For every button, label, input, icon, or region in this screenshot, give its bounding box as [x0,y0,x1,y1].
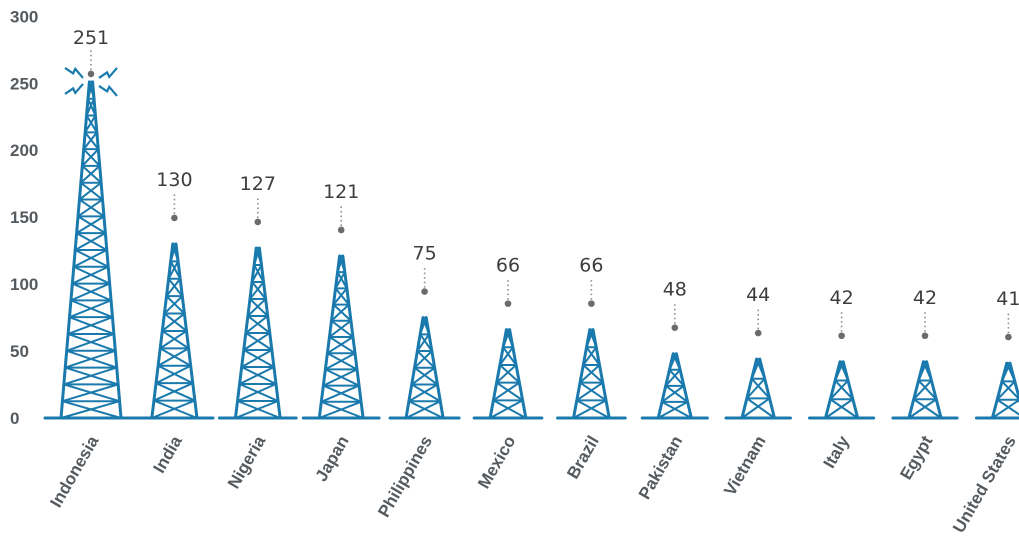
leader-dot [88,71,95,78]
tower-brace [490,400,522,418]
leader-dot [505,300,512,307]
tower-brace [158,348,188,365]
x-tick-label: Japan [312,433,353,485]
tower-brace [242,350,272,367]
x-tick-label: Egypt [896,432,936,483]
tower-brace [574,400,606,418]
tower-bar: 41 [976,288,1019,418]
x-tick-label: Indonesia [46,432,102,511]
value-label: 66 [579,255,603,277]
tower-brace [329,337,355,353]
y-tick-label: 200 [10,141,38,160]
x-tick-label: Pakistan [635,433,686,503]
leader-dot [421,288,428,295]
tower-brace [248,316,270,333]
value-label: 127 [240,173,276,195]
leader-dot [254,219,261,226]
signal-wave [99,68,117,78]
signal-wave [65,84,83,94]
y-tick-label: 50 [10,342,29,361]
leader-dot [171,215,178,222]
signal-wave [99,86,117,96]
tower-brace [246,333,272,350]
tower-brace [162,331,188,348]
tower-bar: 251 [45,27,137,418]
leader-dot [588,300,595,307]
x-tick-label: Italy [820,432,854,471]
value-label: 42 [913,287,937,309]
tower-brace [160,331,186,348]
tower-bar: 44 [726,284,790,418]
tower-bar: 66 [558,255,626,418]
y-tick-label: 0 [10,409,19,428]
tower-brace [164,314,186,331]
tower-brace [160,348,190,365]
value-label: 251 [73,27,109,49]
y-tick-label: 150 [10,208,38,227]
value-label: 44 [746,284,770,306]
tower-bar: 127 [219,173,296,418]
tower-brace [162,314,184,331]
tower-brace [406,401,440,418]
x-tick-label: Philippines [374,432,436,520]
y-tick-label: 100 [10,275,38,294]
x-tick-label: Nigeria [224,432,270,492]
tower-brace [412,385,441,402]
leader-dot [922,332,929,339]
value-label: 48 [663,279,687,301]
y-axis: 0 50 100 150 200 250 300 [10,7,38,428]
x-tick-label: India [150,432,187,476]
value-label: 66 [496,255,520,277]
tower-brace [244,350,274,367]
tower-bar: 42 [810,287,874,418]
y-tick-label: 300 [10,7,38,26]
value-label: 42 [830,287,854,309]
tower-brace [493,400,525,418]
x-axis: Indonesia India Nigeria Japan Philippines Mex… [46,432,1019,536]
tower-bar: 66 [474,255,542,418]
tower-brace [246,316,268,333]
tower-bar: 48 [642,279,707,418]
tower-brace [577,400,609,418]
leader-dot [338,227,345,234]
x-tick-label: Mexico [474,433,519,492]
leader-dot [755,330,762,337]
leader-dot [672,324,679,331]
leader-dot [838,332,845,339]
value-label: 121 [323,181,359,203]
tower-brace [409,401,443,418]
tower-brace [244,333,270,350]
tower-brace [327,337,353,353]
signal-wave [65,68,83,78]
y-tick-label: 250 [10,74,38,93]
x-tick-label: Brazil [563,433,603,483]
value-label: 41 [996,288,1019,310]
value-label: 130 [156,169,192,191]
x-tick-label: Vietnam [720,433,769,500]
leader-dot [1005,334,1012,341]
chart-towers: 251 130 127 121 75 66 66 48 44 42 42 41 [45,27,1019,418]
x-tick-label: United States [949,433,1019,537]
tower-brace [409,385,438,402]
tower-bar: 42 [893,287,957,418]
value-label: 75 [413,243,437,265]
tower-bar: 121 [303,181,379,418]
tower-bar: 130 [136,169,213,418]
tower-bar: 75 [390,243,459,418]
